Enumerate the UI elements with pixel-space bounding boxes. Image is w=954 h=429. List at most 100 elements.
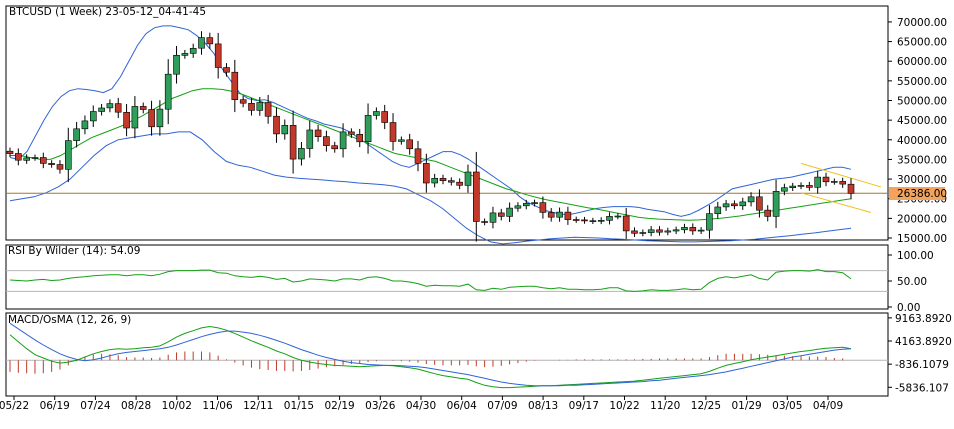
candle [639, 232, 647, 234]
candle [148, 109, 155, 128]
candle [522, 203, 530, 207]
candle [814, 176, 822, 188]
macd-tick-label: -5836.107 [895, 382, 949, 394]
candle [581, 219, 588, 222]
x-tick-label: 12/11 [243, 400, 273, 412]
candle [422, 163, 430, 184]
price-tick-label: 40000.00 [897, 135, 947, 147]
rsi-plot [6, 269, 888, 292]
price-tick-label: 60000.00 [897, 56, 947, 68]
candle [622, 215, 630, 232]
candle [472, 171, 480, 222]
candle [756, 196, 763, 211]
candle [597, 220, 605, 222]
candle [747, 196, 755, 203]
current-price-tag [889, 187, 945, 200]
rsi-line [9, 269, 852, 292]
candle [497, 212, 505, 217]
x-tick-label: 06/04 [447, 400, 478, 412]
candle [389, 122, 397, 142]
candle [273, 115, 280, 135]
x-tick-label: 02/19 [324, 400, 354, 412]
candle [672, 229, 680, 232]
bollinger-upper-line [9, 25, 852, 217]
candle [39, 157, 47, 164]
candle [106, 103, 114, 109]
candle [181, 53, 189, 56]
candle [289, 125, 297, 160]
x-tick-label: 11/06 [202, 400, 233, 412]
price-tick-label: 45000.00 [897, 115, 947, 127]
x-tick-label: 10/02 [162, 400, 192, 412]
candle [398, 139, 405, 142]
candle [381, 111, 389, 123]
candle [547, 212, 555, 218]
x-tick-label: 01/15 [284, 400, 314, 412]
rsi-title: RSI By Wilder (14): 54.09 [8, 245, 140, 257]
candle [256, 102, 264, 111]
macd-tick-label: 9163.8920 [895, 313, 952, 325]
candle [239, 99, 247, 104]
price-chart-title: BTCUSD (1 Week) 23-05-12_04-41-45 [9, 6, 206, 18]
candle [364, 115, 372, 143]
x-tick-label: 05/22 [0, 400, 29, 412]
candle [681, 227, 688, 231]
candle [714, 206, 722, 214]
candle [281, 125, 289, 135]
candle [556, 211, 563, 218]
candle [298, 148, 305, 160]
candle [697, 229, 705, 232]
candle [789, 185, 797, 189]
price-tick-label: 35000.00 [897, 154, 947, 166]
x-tick-label: 12/25 [691, 400, 721, 412]
x-tick-label: 01/29 [731, 400, 761, 412]
candle [564, 211, 572, 220]
macd-plot [6, 322, 888, 389]
candle [614, 215, 622, 218]
candle [764, 209, 772, 217]
candle [31, 157, 39, 159]
candle [514, 205, 522, 209]
candle [589, 220, 597, 222]
x-tick-label: 04/09 [813, 400, 843, 412]
candle [248, 103, 255, 111]
candle [48, 163, 55, 165]
candle [572, 219, 580, 221]
price-tick-label: 50000.00 [897, 96, 947, 108]
candle [839, 181, 847, 185]
x-tick-label: 03/26 [365, 400, 396, 412]
macd-line [9, 325, 852, 389]
x-tick-label: 08/28 [121, 400, 151, 412]
candle [264, 102, 272, 117]
candle [331, 145, 339, 150]
candle [173, 54, 180, 75]
candle [531, 202, 538, 204]
candle [339, 131, 347, 150]
candle [656, 229, 663, 233]
candle [414, 148, 422, 164]
x-tick-label: 08/13 [528, 400, 558, 412]
candle [506, 207, 513, 217]
candle [139, 106, 147, 110]
candle [489, 212, 497, 223]
candle [439, 178, 447, 182]
candle [189, 47, 197, 54]
candle [431, 178, 439, 184]
candle [797, 185, 805, 187]
candle [15, 153, 22, 161]
price-tick-label: 15000.00 [897, 233, 947, 245]
channel-lower-line [800, 192, 872, 213]
candle [65, 140, 72, 170]
candle [131, 106, 139, 129]
candle [356, 134, 364, 143]
candle [481, 221, 488, 223]
macd-title: MACD/OsMA (12, 26, 9) [8, 314, 131, 326]
candle [830, 181, 838, 183]
x-tick-label: 06/19 [40, 400, 70, 412]
price-tick-label: 30000.00 [897, 174, 947, 186]
x-tick-label: 11/20 [650, 400, 680, 412]
rsi-tick-label: 0.00 [897, 302, 920, 314]
candle [90, 111, 97, 122]
x-tick-label: 04/30 [406, 400, 436, 412]
candle [806, 185, 813, 188]
